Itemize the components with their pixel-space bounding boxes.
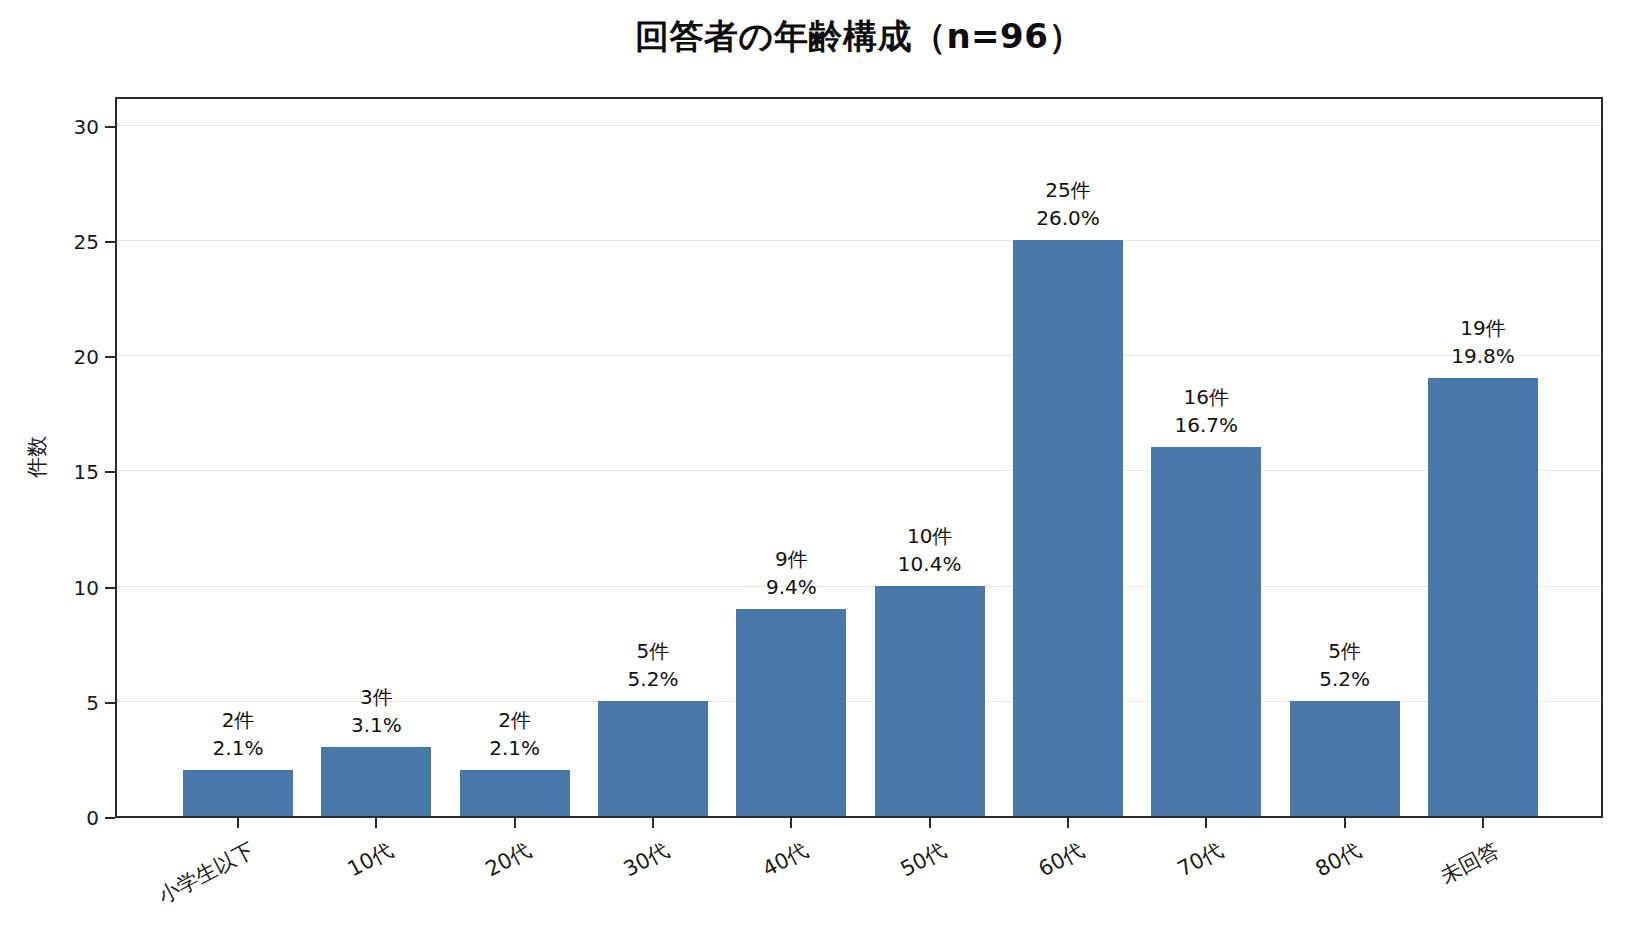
bar-percent-label: 26.0% xyxy=(978,204,1158,232)
y-tick-label: 20 xyxy=(0,343,99,371)
bar-percent-label: 2.1% xyxy=(425,734,605,762)
x-tick-mark xyxy=(1344,818,1346,828)
y-tick-label: 25 xyxy=(0,228,99,256)
x-tick-label-text: 70代 xyxy=(1172,836,1227,883)
bar-60代 xyxy=(1013,240,1123,816)
x-tick-mark xyxy=(375,818,377,828)
bar-value-label: 5件5.2% xyxy=(1255,637,1435,693)
bar-count-label: 19件 xyxy=(1393,314,1573,342)
bar-70代 xyxy=(1151,447,1261,816)
y-tick-label: 15 xyxy=(0,458,99,486)
bar-小学生以下 xyxy=(183,770,293,816)
y-tick-label: 10 xyxy=(0,574,99,602)
bar-value-label: 5件5.2% xyxy=(563,637,743,693)
x-tick-mark xyxy=(1205,818,1207,828)
y-tick-label: 30 xyxy=(0,113,99,141)
x-tick-label-text: 50代 xyxy=(895,836,950,883)
x-tick-label-text: 60代 xyxy=(1034,836,1089,883)
y-tick-mark xyxy=(105,817,115,819)
y-tick-mark xyxy=(105,356,115,358)
x-tick-label-text: 20代 xyxy=(481,836,536,883)
bar-percent-label: 16.7% xyxy=(1116,411,1296,439)
bar-count-label: 2件 xyxy=(425,706,605,734)
x-tick-label-text: 80代 xyxy=(1310,836,1365,883)
gridline xyxy=(117,240,1601,241)
bar-80代 xyxy=(1290,701,1400,816)
gridline xyxy=(117,470,1601,471)
bar-10代 xyxy=(321,747,431,816)
bar-value-label: 16件16.7% xyxy=(1116,383,1296,439)
y-tick-label: 0 xyxy=(0,804,99,832)
x-tick-label-text: 40代 xyxy=(757,836,812,883)
y-tick-label: 5 xyxy=(0,689,99,717)
plot-area: 2件2.1%3件3.1%2件2.1%5件5.2%9件9.4%10件10.4%25… xyxy=(115,97,1603,818)
gridline xyxy=(117,125,1601,126)
y-tick-mark xyxy=(105,126,115,128)
bar-percent-label: 10.4% xyxy=(840,550,1020,578)
bar-count-label: 5件 xyxy=(1255,637,1435,665)
x-tick-mark xyxy=(929,818,931,828)
x-tick-mark xyxy=(652,818,654,828)
bar-value-label: 2件2.1% xyxy=(425,706,605,762)
chart-title: 回答者の年齢構成（n=96） xyxy=(115,14,1603,60)
bar-percent-label: 5.2% xyxy=(1255,665,1435,693)
y-tick-mark xyxy=(105,471,115,473)
y-tick-mark xyxy=(105,241,115,243)
x-tick-label-text: 10代 xyxy=(342,836,397,883)
x-tick-mark xyxy=(1482,818,1484,828)
x-tick-mark xyxy=(790,818,792,828)
bar-未回答 xyxy=(1428,378,1538,816)
x-tick-mark xyxy=(514,818,516,828)
figure: 回答者の年齢構成（n=96） 件数 2件2.1%3件3.1%2件2.1%5件5.… xyxy=(0,0,1635,951)
bar-percent-label: 5.2% xyxy=(563,665,743,693)
bar-count-label: 25件 xyxy=(978,176,1158,204)
bar-count-label: 5件 xyxy=(563,637,743,665)
y-tick-mark xyxy=(105,702,115,704)
bar-value-label: 25件26.0% xyxy=(978,176,1158,232)
bar-count-label: 10件 xyxy=(840,522,1020,550)
bar-30代 xyxy=(598,701,708,816)
bar-20代 xyxy=(460,770,570,816)
x-tick-label-text: 小学生以下 xyxy=(153,836,259,910)
x-tick-label-text: 未回答 xyxy=(1435,836,1504,890)
bar-40代 xyxy=(736,609,846,816)
bar-50代 xyxy=(875,586,985,816)
bar-count-label: 16件 xyxy=(1116,383,1296,411)
x-tick-label-text: 30代 xyxy=(619,836,674,883)
bar-percent-label: 19.8% xyxy=(1393,342,1573,370)
y-tick-mark xyxy=(105,587,115,589)
bar-value-label: 10件10.4% xyxy=(840,522,1020,578)
gridline xyxy=(117,355,1601,356)
x-tick-mark xyxy=(237,818,239,828)
bar-value-label: 19件19.8% xyxy=(1393,314,1573,370)
x-tick-mark xyxy=(1067,818,1069,828)
